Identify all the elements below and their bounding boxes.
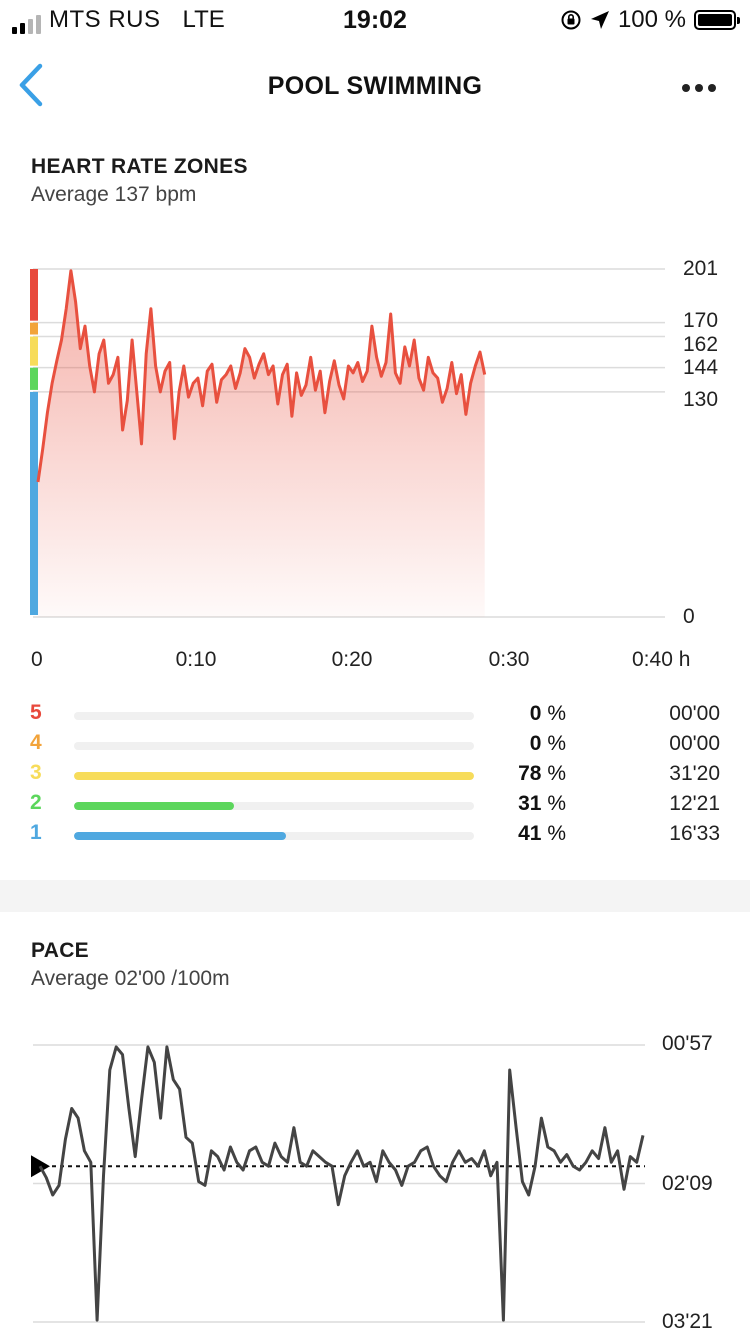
hr-line — [36, 269, 487, 483]
hr-y-tick-label: 201 — [683, 257, 719, 280]
zone-duration: 00'00 — [669, 702, 720, 725]
zone-progress-fill — [74, 832, 286, 840]
hr-y-tick-label: 162 — [683, 332, 719, 356]
pace-y-tick-label: 03'21 — [662, 1310, 713, 1333]
zone-band-4 — [30, 322, 38, 335]
section-divider — [0, 880, 750, 912]
hr-y-tick-label: 144 — [683, 355, 719, 379]
hr-x-tick-label: 0 — [31, 648, 43, 671]
zone-percent: 0 % — [529, 702, 566, 725]
zone-number: 1 — [30, 821, 42, 844]
network-type: LTE — [182, 6, 225, 33]
zone-row: 3 78 % 31'20 — [0, 761, 750, 791]
heart-rate-chart — [30, 268, 665, 618]
zone-band-3 — [30, 336, 38, 366]
clock: 19:02 — [343, 6, 407, 34]
zone-percent: 78 % — [518, 762, 566, 785]
location-arrow-icon — [590, 11, 609, 29]
signal-icon — [12, 12, 41, 34]
chevron-left-icon — [19, 63, 43, 107]
hr-y-tick-label: 0 — [683, 605, 695, 628]
more-dots-icon — [682, 84, 690, 92]
pace-line — [38, 1045, 645, 1322]
hr-y-tick-label: 170 — [683, 308, 719, 332]
hr-x-tick-label: 0:20 — [331, 648, 373, 671]
zone-progress-fill — [74, 772, 474, 780]
nav-bar: POOL SWIMMING — [0, 50, 750, 124]
zone-duration: 31'20 — [669, 762, 720, 785]
status-bar: MTS RUS LTE 19:02 100 % — [0, 0, 750, 40]
hr-area — [38, 270, 485, 617]
zone-band-2 — [30, 367, 38, 390]
page-title: POOL SWIMMING — [267, 72, 483, 100]
status-right: 100 % — [560, 6, 740, 34]
battery-percent: 100 % — [617, 6, 686, 33]
zone-progress-track — [74, 742, 474, 750]
zone-row: 5 0 % 00'00 — [0, 701, 750, 731]
pace-y-tick-label: 00'57 — [662, 1032, 713, 1055]
zone-progress-track — [74, 772, 474, 780]
pace-section-title: PACE — [31, 939, 89, 962]
pace-chart — [31, 1044, 645, 1323]
zone-progress-track — [74, 802, 474, 810]
hr-y-tick-label: 130 — [683, 387, 719, 411]
back-button[interactable] — [14, 60, 48, 110]
more-button[interactable] — [678, 80, 720, 96]
status-left: MTS RUS LTE — [12, 6, 225, 34]
hr-x-tick-label: 0:40 h — [632, 648, 691, 671]
pace-average: Average 02'00 /100m — [31, 967, 230, 990]
pace-y-tick-label: 02'09 — [662, 1172, 713, 1195]
zone-number: 5 — [30, 701, 42, 724]
zone-number: 2 — [30, 791, 42, 814]
zone-duration: 12'21 — [669, 792, 720, 815]
hr-x-tick-label: 0:10 — [175, 648, 217, 671]
rotation-lock-icon — [561, 10, 581, 30]
zone-progress-fill — [74, 802, 234, 810]
zone-percent: 31 % — [518, 792, 566, 815]
zone-row: 1 41 % 16'33 — [0, 821, 750, 851]
battery-icon — [694, 10, 740, 30]
more-dot — [695, 84, 703, 92]
zone-number: 4 — [30, 731, 42, 754]
zone-percent: 0 % — [529, 732, 566, 755]
zone-percent: 41 % — [518, 822, 566, 845]
zone-duration: 00'00 — [669, 732, 720, 755]
more-dot — [708, 84, 716, 92]
zone-progress-track — [74, 712, 474, 720]
hr-section-title: HEART RATE ZONES — [31, 155, 248, 178]
zone-number: 3 — [30, 761, 42, 784]
zone-band-5 — [30, 269, 38, 321]
zone-progress-track — [74, 832, 474, 840]
zone-row: 4 0 % 00'00 — [0, 731, 750, 761]
zone-duration: 16'33 — [669, 822, 720, 845]
carrier-name: MTS RUS — [49, 6, 161, 33]
zone-band-1 — [30, 391, 38, 615]
hr-x-tick-label: 0:30 — [488, 648, 530, 671]
hr-average: Average 137 bpm — [31, 183, 197, 206]
zone-row: 2 31 % 12'21 — [0, 791, 750, 821]
